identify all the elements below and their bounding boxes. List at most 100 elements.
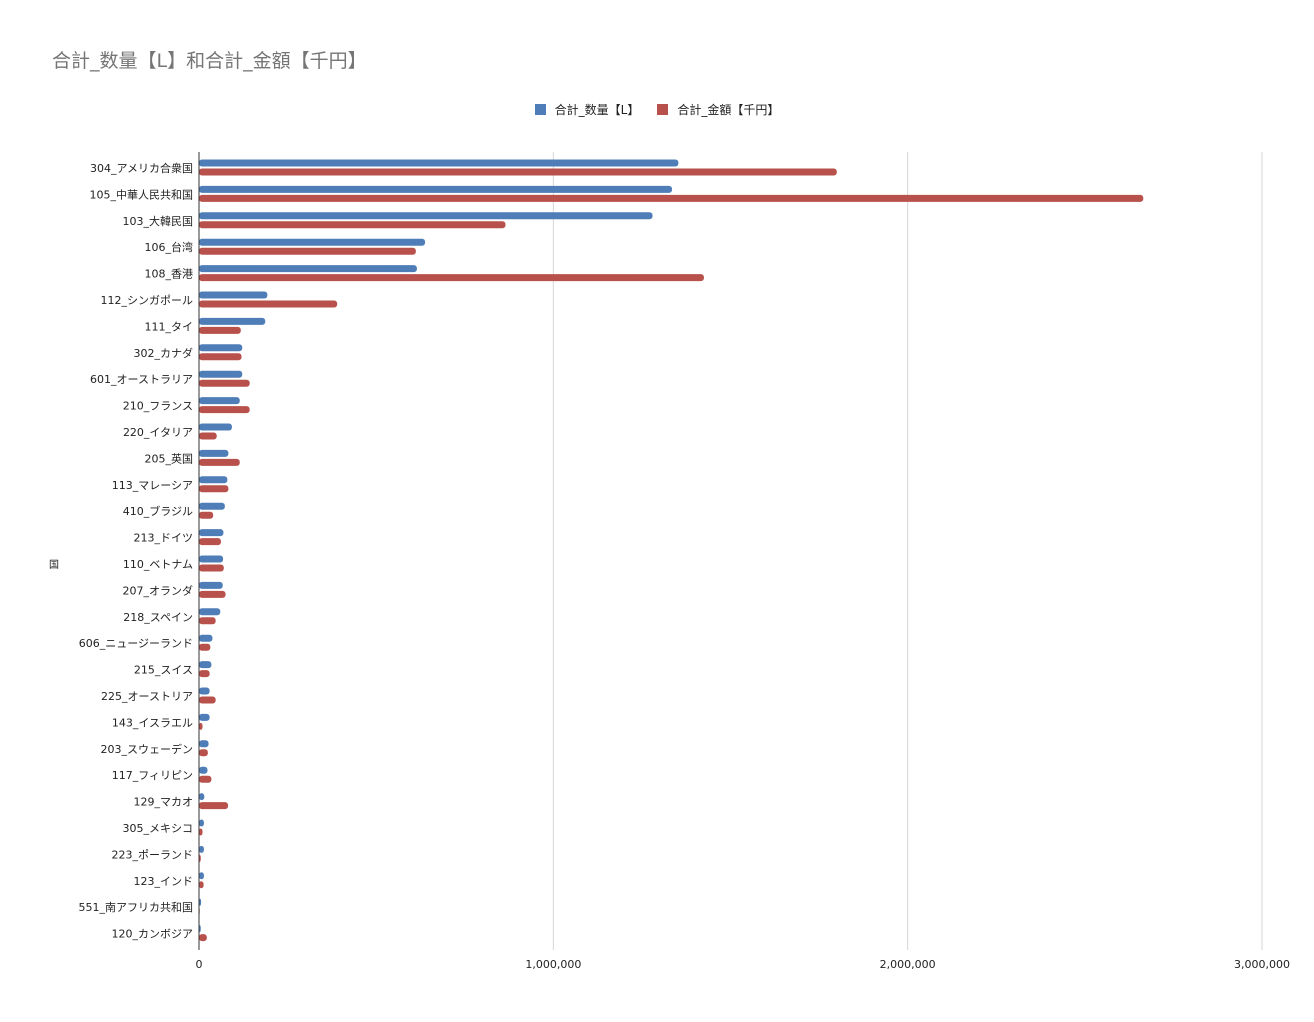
bar-amount [199,564,224,572]
bar-quantity [199,291,268,299]
bar-amount [199,643,211,651]
legend-swatch-amount [657,104,669,115]
bar-quantity [199,661,212,669]
bar-amount [199,326,241,334]
bar-quantity [199,713,210,721]
bar-amount [199,485,229,493]
bar-amount [199,670,210,678]
y-category-label: 123_インド [134,875,194,888]
legend: 合計_数量【L】 合計_金額【千円】 [0,101,1314,118]
y-category-label: 215_スイス [134,664,193,677]
bar-quantity [199,449,229,457]
bar-amount [199,406,250,414]
bar-amount [199,168,837,176]
chart-title: 合計_数量【L】和合計_金額【千円】 [52,50,367,72]
bar-quantity [199,185,673,193]
legend-swatch-quantity [534,104,546,115]
y-category-label: 218_スペイン [123,611,193,624]
bar-amount [199,696,216,704]
x-tick-label: 2,000,000 [880,958,936,971]
bar-amount [199,775,212,783]
bar-quantity [199,766,208,774]
y-category-label: 223_ポーランド [112,848,194,861]
y-category-label: 117_フィリピン [112,769,193,782]
bar-amount [199,590,226,598]
x-tick-label: 0 [196,958,203,971]
y-category-label: 105_中華人民共和国 [90,188,194,201]
y-category-label: 601_オーストラリア [90,373,193,386]
bar-quantity [199,634,213,642]
bar-amount [199,934,207,942]
y-category-label: 305_メキシコ [123,822,194,835]
bar-amount [199,379,250,387]
y-category-label: 205_英国 [145,451,194,465]
bar-quantity [199,317,266,325]
y-category-label: 410_ブラジル [123,504,193,518]
bar-quantity [199,555,224,563]
bar-quantity [199,344,243,352]
bar-amount [199,221,506,229]
y-category-label: 111_タイ [145,320,194,333]
y-category-label: 551_南アフリカ共和国 [79,901,194,914]
bar-amount [199,458,240,466]
bar-amount [199,194,1144,202]
y-category-label: 207_オランダ [123,583,194,597]
bar-amount [199,300,338,308]
legend-label-amount: 合計_金額【千円】 [677,103,780,117]
bar-quantity [199,370,243,378]
y-category-label: 106_台湾 [145,240,194,254]
legend-label-quantity: 合計_数量【L】 [554,103,640,117]
bar-quantity [199,212,653,220]
y-category-label: 103_大韓民国 [123,214,194,228]
bar-amount [199,802,229,810]
bar-quantity [199,238,426,246]
bar-quantity [199,502,225,510]
y-category-label: 210_フランス [123,400,193,413]
bar-amount [199,722,203,730]
y-category-label: 110_ベトナム [123,558,193,571]
bar-quantity [199,793,205,801]
y-category-label: 304_アメリカ合衆国 [90,161,193,175]
y-category-label: 606_ニュージーランド [79,637,193,650]
bar-quantity [199,423,232,431]
bar-quantity [199,740,209,748]
bar-amount [199,538,221,546]
y-category-label: 129_マカオ [134,796,194,809]
y-category-label: 143_イスラエル [112,716,193,729]
bar-quantity [199,265,417,273]
bar-amount [199,828,203,836]
y-category-label: 225_オーストリア [101,690,193,703]
bar-amount [199,511,214,519]
bar-quantity [199,397,240,405]
bar-quantity [199,687,210,695]
bar-amount [199,432,217,440]
bar-amount [199,247,416,255]
bar-amount [199,617,216,625]
bar-amount [199,353,242,361]
y-category-label: 108_香港 [145,268,194,281]
y-category-label: 220_イタリア [123,426,193,439]
y-category-label: 213_ドイツ [134,532,194,545]
bar-quantity [199,529,224,537]
legend-item-quantity[interactable]: 合計_数量【L】 [534,101,640,118]
y-category-label: 302_カナダ [134,346,194,360]
x-tick-label: 1,000,000 [525,958,581,971]
bar-quantity [199,608,221,616]
bar-quantity [199,159,679,167]
bar-quantity [199,819,204,827]
bar-quantity [199,476,228,484]
y-category-label: 112_シンガポール [101,294,194,307]
y-category-label: 120_カンボジア [112,928,194,941]
y-category-label: 113_マレーシア [112,479,193,492]
legend-item-amount[interactable]: 合計_金額【千円】 [657,101,779,118]
y-axis-title: 国 [49,560,59,571]
bar-quantity [199,872,204,880]
bar-amount [199,881,204,889]
x-tick-label: 3,000,000 [1234,958,1290,971]
bar-quantity [199,845,204,853]
bar-quantity [199,581,223,589]
y-category-label: 203_スウェーデン [101,742,194,756]
bar-amount [199,749,208,757]
bar-quantity [199,898,202,906]
